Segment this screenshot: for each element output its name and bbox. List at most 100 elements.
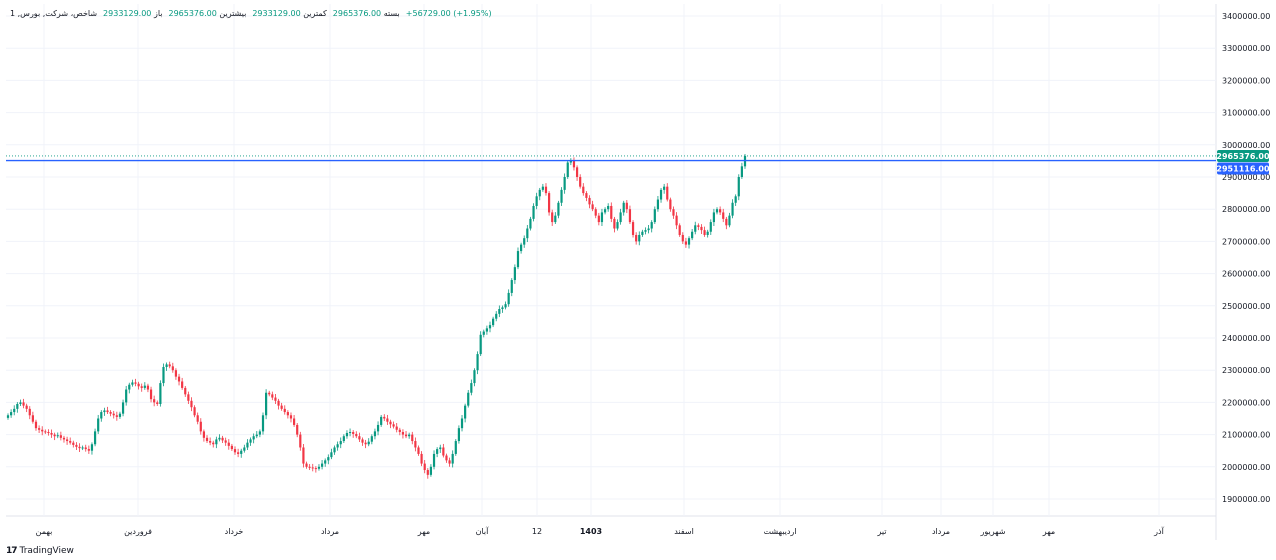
candle-body <box>209 441 212 443</box>
candle-body <box>616 222 619 229</box>
line-price-badge <box>1217 162 1269 175</box>
y-tick-label: 2600000.00 <box>1222 270 1270 279</box>
high-value: 2965376.00 <box>168 9 217 18</box>
candle-body <box>65 439 69 442</box>
candle-body <box>75 444 78 447</box>
candle-body <box>653 209 656 223</box>
y-tick-label: 2900000.00 <box>1222 173 1270 182</box>
candle-body <box>199 421 202 432</box>
price-axis[interactable]: 3400000.00 3300000.00 3200000.00 3100000.00… <box>1216 12 1270 504</box>
candle-body <box>140 386 143 388</box>
candles-layer <box>6 154 747 479</box>
candle-body <box>392 424 395 427</box>
candle-body <box>594 209 597 216</box>
candle-body <box>308 466 311 468</box>
candle-body <box>563 177 566 190</box>
candle-body <box>252 436 255 440</box>
y-tick-label: 1900000.00 <box>1222 495 1270 504</box>
candle-body <box>221 437 224 441</box>
tradingview-text: TradingView <box>19 546 74 556</box>
candle-body <box>610 205 613 219</box>
candle-body <box>230 445 233 450</box>
candle-body <box>355 433 358 437</box>
candle-body <box>401 432 405 435</box>
low-group: کمترین 2933129.00 <box>252 9 326 18</box>
candle-body <box>579 177 582 187</box>
low-value: 2933129.00 <box>252 9 301 18</box>
candle-body <box>314 468 317 470</box>
x-tick-label: آذر <box>1153 526 1164 536</box>
candle-body <box>261 415 265 432</box>
candle-body <box>177 376 181 382</box>
candle-body <box>156 402 159 405</box>
candle-body <box>547 193 551 213</box>
y-tick-label: 3400000.00 <box>1222 12 1270 21</box>
candle-body <box>352 432 355 434</box>
candle-body <box>190 400 193 408</box>
time-axis[interactable]: بهمن فروردین خرداد مرداد مهر آبان 12 1403 اسفند ا… <box>36 526 1165 536</box>
candle-body <box>103 410 106 413</box>
candle-body <box>395 426 398 430</box>
candle-body <box>268 392 271 395</box>
candle-body <box>504 304 507 308</box>
candle-body <box>417 447 420 454</box>
candle-body <box>78 446 81 449</box>
close-value: 2965376.00 <box>332 9 382 18</box>
candle-body <box>429 466 433 475</box>
x-tick-label: 1403 <box>580 527 602 536</box>
x-tick-label: فروردین <box>124 527 152 536</box>
candle-body <box>342 436 345 442</box>
y-tick-label: 3000000.00 <box>1222 141 1270 150</box>
candle-body <box>423 463 426 471</box>
candle-body <box>460 418 464 429</box>
candle-body <box>100 412 103 419</box>
tradingview-logo[interactable]: 17 TradingView <box>6 546 74 556</box>
candle-body <box>457 428 461 442</box>
candle-body <box>324 460 327 464</box>
candle-body <box>398 429 401 433</box>
candle-body <box>709 222 712 232</box>
candle-body <box>663 186 666 190</box>
x-tick-label: مهر <box>1042 527 1055 536</box>
change-value: +56729.00 (+1.95%) <box>405 9 492 18</box>
y-tick-label: 2200000.00 <box>1222 398 1270 407</box>
candle-body <box>507 292 510 305</box>
candle-body <box>93 431 97 445</box>
candle-body <box>56 435 59 437</box>
candle-body <box>619 212 622 223</box>
candle-body <box>432 453 436 467</box>
candle-body <box>41 429 44 432</box>
candle-body <box>607 205 610 210</box>
candle-body <box>470 383 473 393</box>
x-tick-label: بهمن <box>36 527 53 536</box>
candle-body <box>454 441 457 454</box>
candle-body <box>597 215 600 223</box>
candle-body <box>246 442 249 448</box>
candle-body <box>16 404 19 409</box>
candle-body <box>498 309 501 314</box>
candle-body <box>740 166 743 177</box>
candle-body <box>19 402 22 405</box>
x-tick-label: آبان <box>476 526 490 536</box>
candle-body <box>712 212 716 223</box>
candle-body <box>215 439 218 445</box>
candle-body <box>520 244 523 252</box>
candle-body <box>53 434 56 437</box>
candle-body <box>656 199 660 210</box>
candle-body <box>37 428 41 430</box>
candle-body <box>479 334 482 355</box>
candle-body <box>485 328 488 332</box>
candle-body <box>115 415 118 417</box>
candle-body <box>426 470 429 475</box>
candle-body <box>181 381 184 388</box>
candle-body <box>678 225 681 235</box>
candle-body <box>202 431 206 438</box>
candle-body <box>311 467 314 469</box>
candle-body <box>280 405 283 409</box>
candle-body <box>411 434 414 442</box>
candle-body <box>687 238 691 245</box>
candle-body <box>728 215 731 226</box>
candle-body <box>635 234 638 242</box>
candle-body <box>691 231 694 239</box>
